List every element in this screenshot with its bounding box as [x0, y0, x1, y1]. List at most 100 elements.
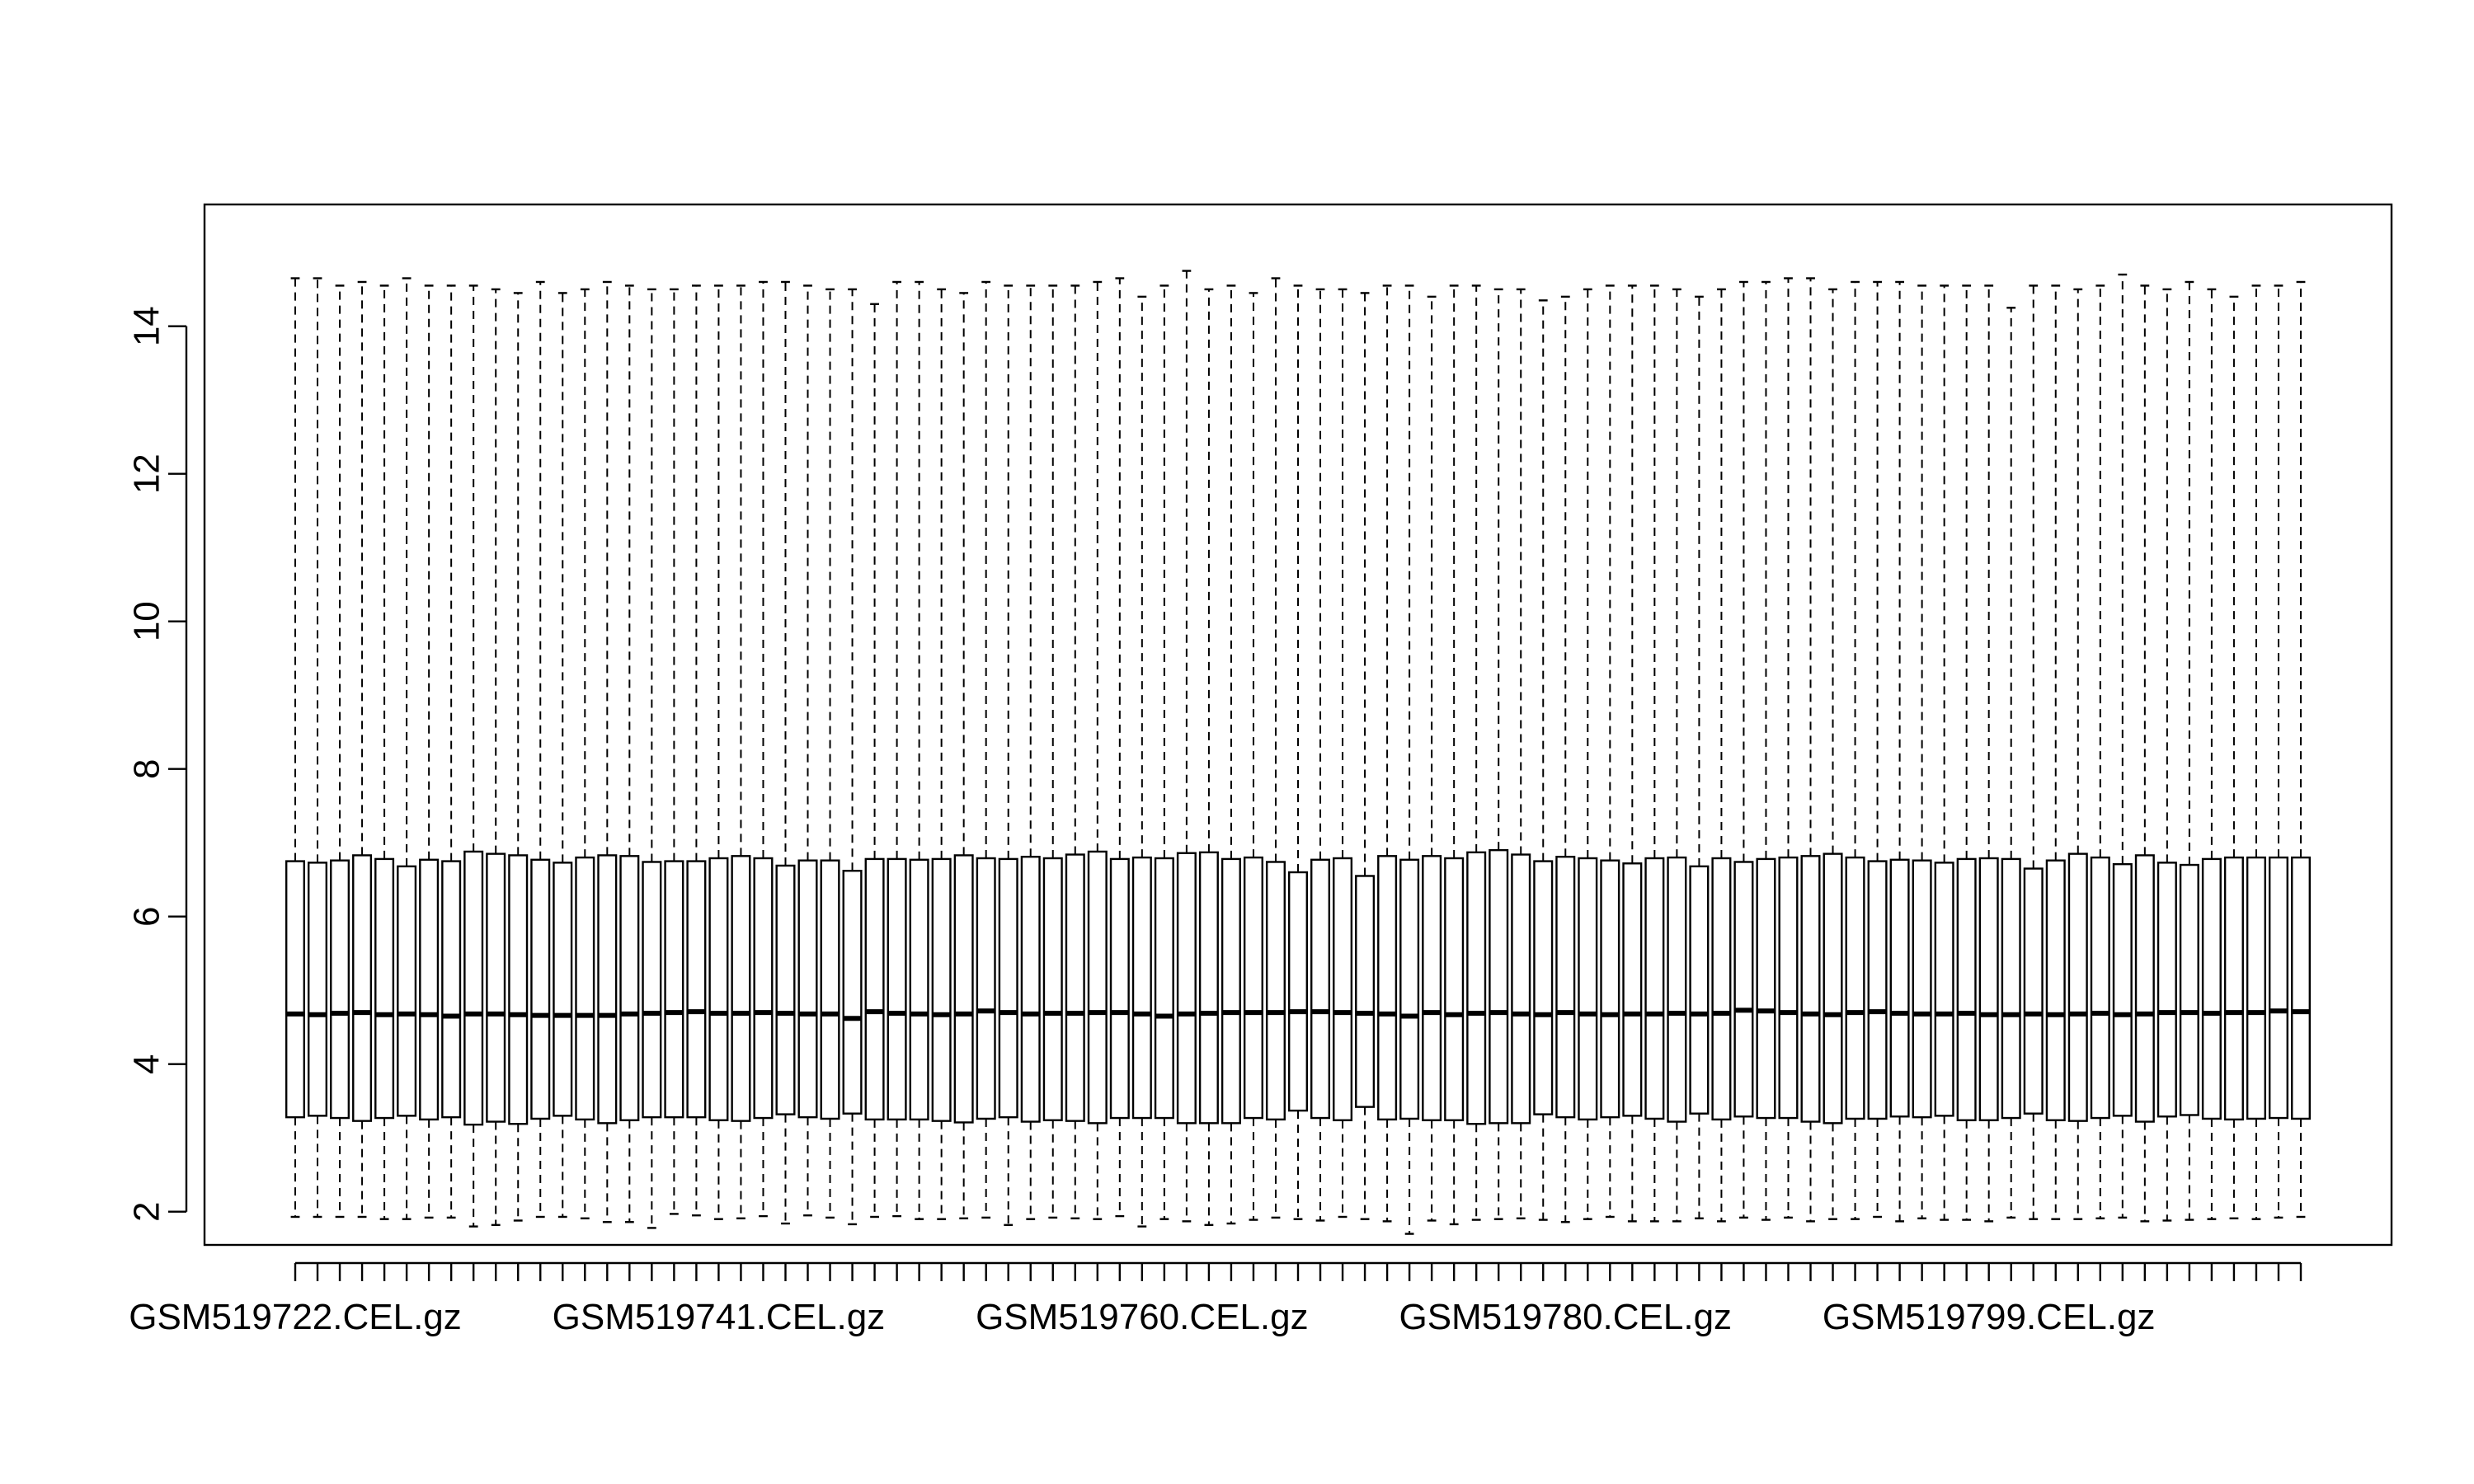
box-iqr — [1533, 860, 1554, 1115]
box-iqr — [1689, 865, 1710, 1115]
box-iqr — [1131, 856, 1152, 1120]
box-group — [1265, 277, 1286, 1219]
box-iqr — [887, 857, 907, 1121]
box-iqr — [530, 858, 551, 1120]
box-iqr — [1622, 862, 1643, 1117]
box-group — [1800, 277, 1821, 1223]
box-group — [575, 288, 595, 1219]
box-iqr — [2023, 867, 2044, 1115]
box-iqr — [1087, 850, 1108, 1125]
box-iqr — [1444, 857, 1465, 1121]
box-iqr — [2246, 856, 2266, 1120]
box-group — [1711, 288, 1732, 1223]
box-iqr — [1555, 856, 1576, 1119]
x-tick-label: GSM519722.CEL.gz — [129, 1297, 462, 1337]
box-iqr — [1978, 857, 1999, 1121]
box-group — [330, 284, 350, 1219]
box-group — [1689, 295, 1710, 1219]
x-tick-label: GSM519780.CEL.gz — [1399, 1297, 1732, 1337]
box-group — [1287, 284, 1309, 1220]
box-group — [1778, 277, 1799, 1219]
box-group — [1333, 288, 1353, 1219]
box-iqr — [1065, 853, 1085, 1122]
box-group — [820, 288, 840, 1219]
box-iqr — [2134, 854, 2155, 1123]
box-group — [1555, 295, 1576, 1223]
box-group — [2090, 284, 2110, 1219]
box-iqr — [1355, 875, 1376, 1108]
box-group — [352, 280, 373, 1219]
box-iqr — [642, 861, 662, 1119]
box-group — [486, 288, 506, 1227]
box-iqr — [2112, 862, 2133, 1117]
box-iqr — [374, 857, 395, 1120]
box-group — [1198, 288, 1219, 1227]
box-iqr — [1956, 857, 1977, 1121]
box-iqr — [1800, 855, 1821, 1123]
box-iqr — [1578, 857, 1598, 1121]
box-group — [1644, 284, 1665, 1223]
box-group — [686, 284, 707, 1217]
box-iqr — [775, 864, 796, 1115]
box-group — [1444, 284, 1465, 1226]
box-group — [1087, 280, 1108, 1220]
box-group — [1310, 288, 1331, 1222]
box-group — [1622, 284, 1643, 1223]
box-group — [1511, 288, 1531, 1219]
box-group — [1154, 284, 1174, 1220]
box-group — [1243, 292, 1263, 1221]
box-iqr — [1221, 857, 1241, 1125]
box-group — [2134, 284, 2155, 1223]
box-iqr — [864, 857, 885, 1121]
box-group — [441, 284, 462, 1219]
box-iqr — [2001, 857, 2021, 1120]
y-tick-label: 10 — [127, 601, 167, 641]
box-iqr — [285, 860, 306, 1119]
box-iqr — [1867, 860, 1888, 1120]
box-iqr — [931, 857, 952, 1122]
box-group — [374, 284, 395, 1220]
box-group — [2179, 280, 2199, 1221]
box-group — [2001, 307, 2021, 1219]
box-group — [285, 277, 306, 1219]
box-group — [508, 292, 529, 1222]
box-iqr — [330, 859, 350, 1120]
box-group — [308, 277, 328, 1219]
box-group — [1578, 288, 1598, 1220]
box-group — [2246, 284, 2266, 1220]
box-iqr — [664, 860, 684, 1119]
box-group — [1176, 270, 1197, 1223]
box-group — [2112, 273, 2133, 1219]
box-iqr — [953, 854, 974, 1124]
box-group — [1733, 280, 1754, 1219]
box-group — [909, 280, 929, 1220]
box-iqr — [1333, 857, 1353, 1121]
box-group — [2157, 288, 2177, 1222]
box-iqr — [1399, 858, 1420, 1120]
y-tick-label: 14 — [127, 306, 167, 346]
box-iqr — [1778, 856, 1799, 1120]
box-iqr — [842, 870, 863, 1115]
y-tick-label: 8 — [127, 758, 167, 778]
box-group — [1956, 284, 1977, 1221]
box-group — [2268, 284, 2288, 1219]
box-iqr — [1733, 861, 1754, 1118]
box-iqr — [1020, 856, 1041, 1123]
box-group — [1934, 284, 1954, 1221]
box-group — [1466, 284, 1487, 1221]
y-tick-label: 12 — [127, 453, 167, 494]
box-group — [463, 284, 484, 1228]
box-group — [1131, 295, 1152, 1228]
box-group — [553, 292, 573, 1219]
box-iqr — [486, 852, 506, 1123]
box-iqr — [2268, 856, 2288, 1120]
box-group — [976, 280, 996, 1219]
box-group — [1845, 280, 1865, 1220]
box-iqr — [1310, 858, 1331, 1120]
box-group — [397, 277, 417, 1220]
x-tick-label: GSM519760.CEL.gz — [976, 1297, 1309, 1337]
box-iqr — [508, 854, 529, 1125]
box-group — [953, 292, 974, 1219]
x-tick-label: GSM519741.CEL.gz — [553, 1297, 886, 1337]
